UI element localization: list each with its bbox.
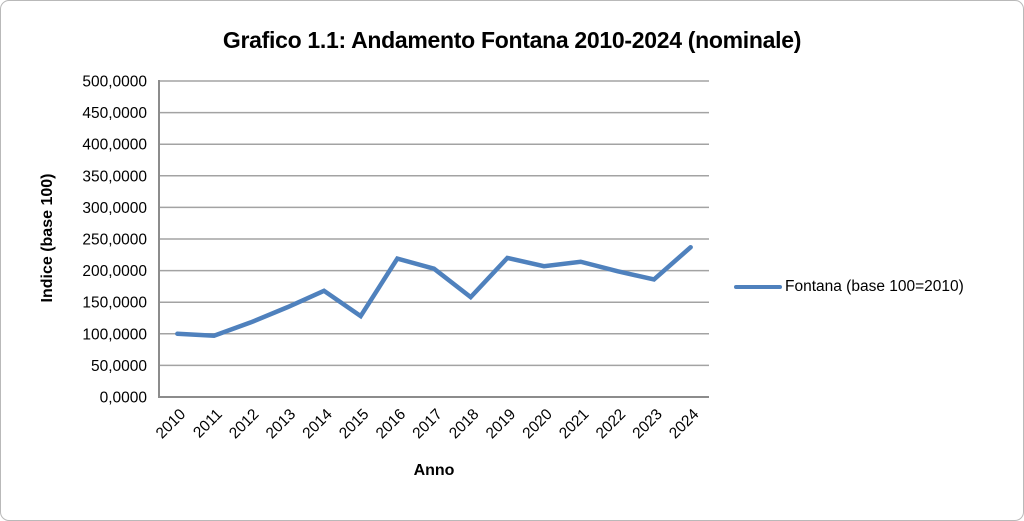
y-tick-label: 50,0000 [91,358,147,375]
y-tick-label: 150,0000 [82,295,147,312]
legend: Fontana (base 100=2010) [734,277,964,297]
y-tick-label: 300,0000 [82,200,147,217]
legend-line-swatch [734,285,782,289]
x-axis-title: Anno [413,462,455,479]
y-tick-label: 0,0000 [100,390,148,407]
y-tick-label: 350,0000 [82,168,147,185]
x-tick-label: 2010 [153,406,190,443]
x-tick-label: 2020 [519,406,556,443]
y-tick-label: 250,0000 [82,232,147,249]
x-tick-label: 2012 [226,406,262,442]
y-tick-label: 100,0000 [82,326,147,343]
y-tick-label: 200,0000 [82,263,147,280]
x-tick-label: 2011 [190,406,226,442]
y-tick-label: 500,0000 [82,74,147,91]
x-tick-label: 2017 [409,406,445,442]
x-tick-label: 2013 [263,406,299,442]
y-tick-label: 450,0000 [82,105,147,122]
x-tick-label: 2021 [556,406,592,442]
x-tick-label: 2015 [336,406,372,442]
x-tick-label: 2023 [629,406,665,442]
x-tick-label: 2024 [666,406,703,443]
x-tick-label: 2022 [593,406,629,442]
series-line-fontana [175,244,693,338]
x-tick-label: 2014 [299,406,336,443]
x-tick-label: 2018 [446,406,482,442]
chart-title: Grafico 1.1: Andamento Fontana 2010-2024… [222,27,802,53]
x-tick-label: 2016 [373,406,409,442]
legend-label: Fontana (base 100=2010) [785,278,964,295]
y-tick-label: 400,0000 [82,137,147,154]
x-tick-label: 2019 [483,406,519,442]
